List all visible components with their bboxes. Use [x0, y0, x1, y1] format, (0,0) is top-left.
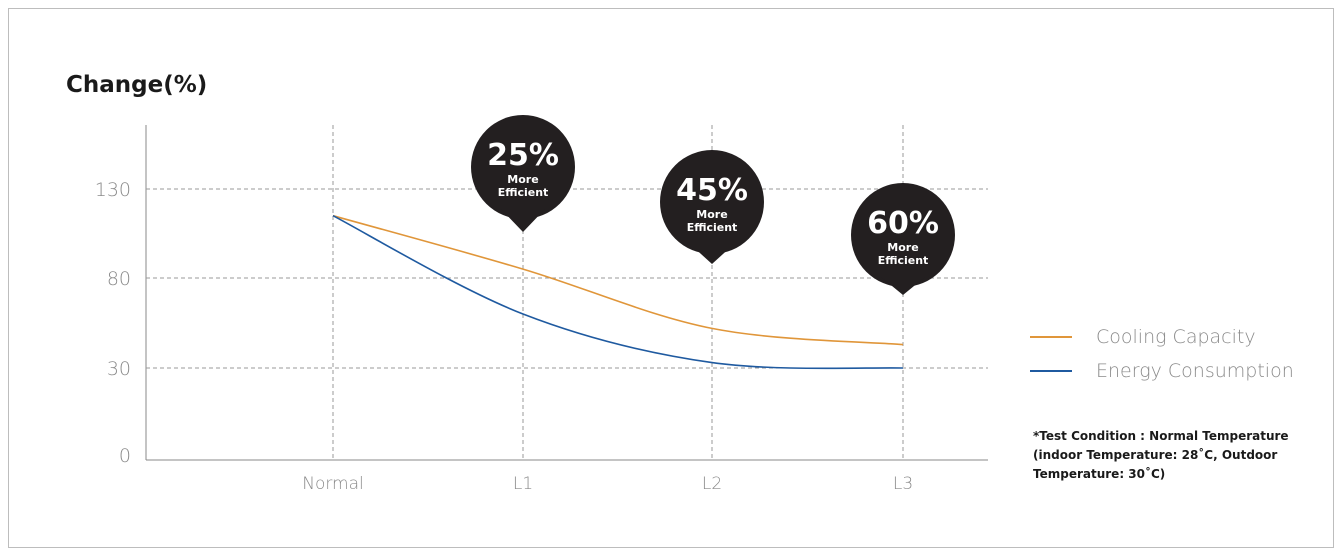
legend: Cooling Capacity Energy Consumption: [1030, 320, 1294, 388]
callout-line1-l1: More: [507, 173, 538, 186]
series-line-cooling-capacity: [332, 214, 904, 346]
x-tick-label-l2: L2: [702, 474, 722, 494]
series-line-energy-consumption: [332, 214, 904, 370]
callout-bubble-l1: [471, 115, 575, 219]
callout-percent-l2: 45%: [676, 173, 748, 208]
legend-swatch-cooling: [1030, 336, 1072, 338]
callout-line2-l2: Efficient: [687, 221, 738, 234]
y-tick-label-130: 130: [95, 179, 131, 201]
callout-line1-l3: More: [887, 241, 918, 254]
legend-label-cooling: Cooling Capacity: [1096, 326, 1256, 348]
callout-pointer-l1: [501, 209, 545, 232]
chart-title: Change(%): [66, 72, 208, 98]
x-tick-label-normal: Normal: [302, 474, 364, 494]
legend-item-cooling: Cooling Capacity: [1030, 320, 1294, 354]
callout-line2-l3: Efficient: [878, 254, 929, 267]
callout-pointer-l2: [690, 244, 734, 264]
y-tick-label-0: 0: [119, 445, 131, 467]
x-tick-label-l3: L3: [893, 474, 913, 494]
callout-line1-l2: More: [696, 208, 727, 221]
y-tick-label-30: 30: [107, 358, 131, 380]
legend-item-energy: Energy Consumption: [1030, 354, 1294, 388]
callout-bubble-l2: [660, 150, 764, 254]
callout-pointer-l3: [881, 277, 925, 295]
legend-label-energy: Energy Consumption: [1096, 360, 1294, 382]
x-tick-label-l1: L1: [513, 474, 533, 494]
legend-swatch-energy: [1030, 370, 1072, 372]
callout-line2-l1: Efficient: [498, 186, 549, 199]
callout-percent-l3: 60%: [867, 206, 939, 241]
y-tick-label-80: 80: [107, 268, 131, 290]
callout-bubble-l3: [851, 183, 955, 287]
callout-percent-l1: 25%: [487, 138, 559, 173]
test-condition-note: *Test Condition : Normal Temperature (in…: [1033, 429, 1289, 481]
